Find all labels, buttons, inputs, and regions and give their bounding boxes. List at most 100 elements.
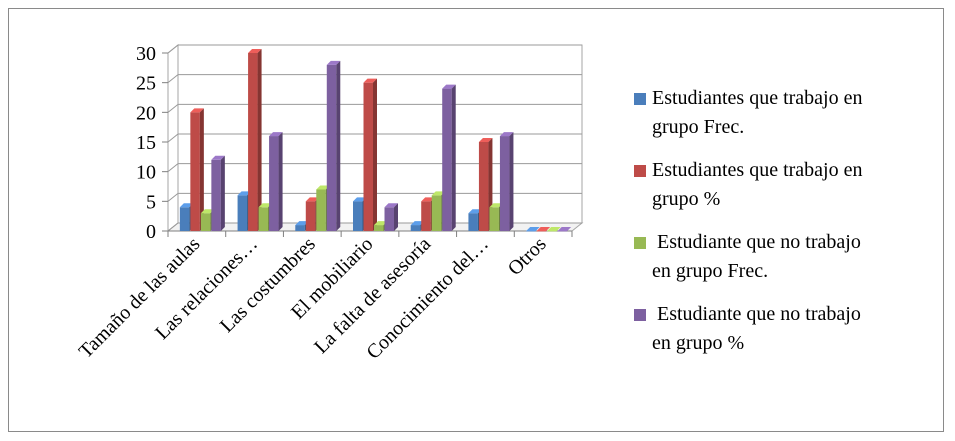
bar-front bbox=[200, 213, 211, 231]
y-tick-label: 5 bbox=[146, 191, 156, 213]
bar-top bbox=[374, 221, 388, 226]
bar bbox=[499, 132, 514, 231]
legend-label-line2: en grupo % bbox=[652, 332, 745, 354]
bar bbox=[526, 227, 540, 232]
gridline bbox=[167, 44, 582, 54]
bar-front bbox=[237, 195, 248, 231]
bar bbox=[536, 227, 551, 232]
bar-top bbox=[316, 185, 330, 190]
bar-front bbox=[305, 201, 316, 231]
bar bbox=[190, 108, 204, 231]
bar-top bbox=[237, 191, 252, 196]
bar-top bbox=[489, 203, 503, 208]
legend-label-line2: grupo Frec. bbox=[652, 116, 745, 138]
y-axis-ticks: 0 5 10 15 20 25 30 bbox=[136, 43, 156, 243]
bar-front bbox=[384, 207, 394, 231]
legend-item: Estudiantes que trabajo en grupo % bbox=[634, 156, 954, 214]
bar-top bbox=[211, 155, 225, 160]
legend-label-line1: Estudiante que no trabajo bbox=[652, 303, 861, 325]
y-tick-label: 0 bbox=[146, 221, 156, 243]
bar-top bbox=[295, 221, 309, 226]
bar-front bbox=[363, 82, 373, 232]
bar-front bbox=[431, 195, 442, 231]
bar-top bbox=[478, 138, 493, 142]
legend: Estudiantes que trabajo en grupo Frec. E… bbox=[634, 84, 954, 372]
bar-front bbox=[421, 201, 431, 231]
legend-label-line2: en grupo Frec. bbox=[652, 260, 769, 282]
legend-label-line1: Estudiantes que trabajo en bbox=[652, 159, 863, 181]
y-tick-label: 10 bbox=[136, 162, 156, 184]
bar-top bbox=[431, 191, 446, 196]
bar-front bbox=[211, 159, 221, 231]
bar-top bbox=[258, 203, 273, 208]
bar-front bbox=[295, 225, 305, 231]
bar bbox=[557, 227, 572, 232]
bar-front bbox=[536, 231, 547, 232]
legend-swatch bbox=[634, 93, 646, 105]
bar-top bbox=[190, 108, 204, 113]
bar-side bbox=[509, 132, 514, 231]
bar-front bbox=[468, 213, 478, 231]
bar-front bbox=[374, 225, 384, 231]
bar-top bbox=[326, 60, 341, 65]
bar-top bbox=[468, 209, 482, 214]
bar-side bbox=[257, 49, 262, 231]
bar-top bbox=[200, 209, 215, 214]
bar-side bbox=[199, 108, 204, 231]
legend-swatch bbox=[634, 309, 646, 321]
bar-side bbox=[220, 155, 225, 231]
bar-top bbox=[363, 78, 377, 83]
bar-side bbox=[373, 78, 377, 232]
bar-front bbox=[557, 231, 568, 232]
bar-front bbox=[499, 136, 510, 231]
bar-top bbox=[421, 197, 435, 202]
bar-side bbox=[336, 60, 341, 231]
bar bbox=[547, 227, 561, 232]
bar-front bbox=[326, 64, 337, 231]
bars bbox=[179, 49, 572, 232]
bar bbox=[326, 60, 341, 231]
x-category-label: Otros bbox=[504, 233, 551, 280]
bar-top bbox=[179, 203, 194, 208]
bar-front bbox=[179, 207, 190, 231]
bar-top bbox=[269, 132, 283, 137]
bar-front bbox=[248, 53, 258, 231]
y-tick-label: 20 bbox=[136, 102, 156, 124]
bar-front bbox=[478, 142, 489, 231]
bar bbox=[248, 49, 262, 231]
bar-front bbox=[547, 231, 557, 232]
bar-top bbox=[410, 221, 425, 226]
bar-side bbox=[278, 132, 283, 231]
legend-swatch bbox=[634, 237, 646, 249]
legend-label-line2: grupo % bbox=[652, 188, 721, 210]
bar-top bbox=[442, 84, 456, 89]
bar-top bbox=[353, 197, 367, 202]
bar-top bbox=[248, 49, 262, 53]
legend-item: Estudiantes que trabajo en grupo Frec. bbox=[634, 84, 954, 142]
legend-swatch bbox=[634, 165, 646, 177]
bar bbox=[363, 78, 377, 232]
bar-side bbox=[451, 84, 456, 231]
gridline bbox=[167, 74, 582, 84]
bar-front bbox=[489, 207, 499, 231]
bar bbox=[269, 132, 283, 231]
bar-front bbox=[410, 225, 421, 231]
bar bbox=[384, 203, 398, 231]
bar-top bbox=[526, 227, 540, 231]
bar-front bbox=[442, 88, 452, 231]
bar-front bbox=[316, 189, 326, 231]
y-tick-label: 15 bbox=[136, 132, 156, 154]
legend-label-line1: Estudiantes que trabajo en bbox=[652, 87, 863, 109]
legend-item: Estudiante que no trabajo en grupo % bbox=[634, 300, 954, 358]
bar-top bbox=[557, 227, 572, 231]
bar-front bbox=[258, 207, 269, 231]
bar-side bbox=[394, 203, 398, 231]
bar bbox=[442, 84, 456, 231]
bar-front bbox=[190, 112, 200, 231]
bar-front bbox=[269, 136, 279, 231]
bar-top bbox=[536, 227, 551, 231]
y-tick-label: 25 bbox=[136, 73, 156, 95]
bar-top bbox=[305, 197, 320, 202]
